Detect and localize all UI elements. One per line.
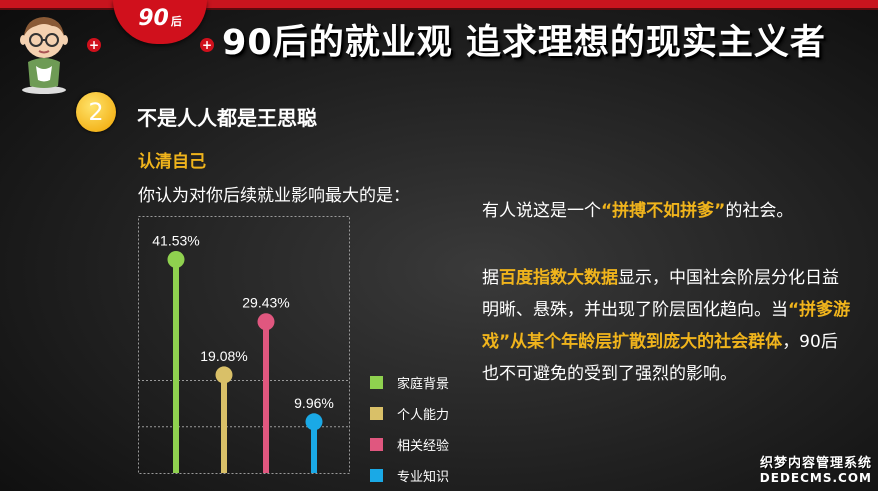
- lollipop-chart: 41.53% 19.08% 29.43% 9.96%: [138, 216, 350, 474]
- legend-label-2: 相关经验: [397, 439, 450, 454]
- top-dark-line: [0, 8, 878, 10]
- chart-frame: [138, 216, 350, 474]
- bar-point-0: [167, 251, 185, 269]
- watermark: 织梦内容管理系统 DEDECMS.COM: [760, 452, 872, 485]
- section-subtitle: 认清自己: [138, 152, 206, 172]
- data-label-0: 41.53%: [152, 233, 199, 249]
- plus-icon-left: +: [87, 38, 101, 52]
- p2-text-3: ，90后也不可避免的受到了强烈的影响。: [482, 332, 838, 384]
- bar-point-2: [257, 313, 275, 331]
- p2-text-1: 据: [482, 268, 499, 288]
- legend-label-0: 家庭背景: [397, 377, 450, 392]
- top-red-bar: [0, 0, 878, 8]
- data-label-2: 29.43%: [242, 295, 289, 311]
- data-label-3: 9.96%: [294, 395, 334, 411]
- p2-highlight-2: “拼爹游戏”从某个年龄层扩散到庞大的社会群体: [482, 300, 851, 352]
- data-label-1: 19.08%: [200, 348, 247, 364]
- legend-swatch-0: [370, 376, 383, 389]
- legend-item-0: 家庭背景: [370, 373, 470, 392]
- section-number-badge: 2: [76, 92, 116, 132]
- badge-text: 90 后: [113, 6, 207, 31]
- p1-highlight: “拼搏不如拼爹”: [601, 201, 726, 221]
- section-title: 不是人人都是王思聪: [137, 106, 317, 130]
- legend-item-2: 相关经验: [370, 435, 470, 454]
- paragraph-2: 据百度指数大数据显示，中国社会阶层分化日益明晰、悬殊，并出现了阶层固化趋向。当“…: [482, 262, 854, 390]
- legend-item-1: 个人能力: [370, 404, 470, 423]
- badge-90: 90 后: [95, 0, 225, 52]
- p1-text-after: 的社会。: [725, 201, 794, 221]
- watermark-line-2: DEDECMS.COM: [759, 471, 872, 485]
- p2-text-2: 显示，中国社会阶层分化日益明晰、悬殊，并出现了阶层固化趋向。当: [482, 268, 839, 320]
- mascot-illustration: [20, 17, 68, 94]
- legend-swatch-2: [370, 438, 383, 451]
- paragraph-1: 有人说这是一个“拼搏不如拼爹”的社会。: [482, 196, 793, 221]
- legend-item-3: 专业知识: [370, 466, 470, 485]
- legend-swatch-3: [370, 469, 383, 482]
- watermark-line-1: 织梦内容管理系统: [759, 456, 872, 471]
- p1-text-before: 有人说这是一个: [482, 201, 601, 221]
- badge-sub: 后: [170, 15, 182, 28]
- legend-label-1: 个人能力: [397, 408, 450, 423]
- question-text: 你认为对你后续就业影响最大的是：: [138, 186, 410, 206]
- page-title: 90后的就业观 追求理想的现实主义者: [222, 23, 826, 63]
- badge-shape: 90 后: [113, 0, 207, 44]
- legend-label-3: 专业知识: [397, 470, 450, 485]
- badge-main: 90: [138, 6, 169, 31]
- bar-point-3: [305, 413, 323, 431]
- legend-swatch-1: [370, 407, 383, 420]
- p2-highlight-1: 百度指数大数据: [499, 268, 618, 288]
- bar-point-1: [215, 366, 233, 384]
- plus-icon-right: +: [200, 38, 214, 52]
